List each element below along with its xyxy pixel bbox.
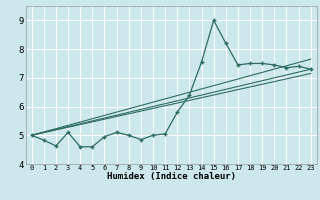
X-axis label: Humidex (Indice chaleur): Humidex (Indice chaleur) (107, 172, 236, 181)
